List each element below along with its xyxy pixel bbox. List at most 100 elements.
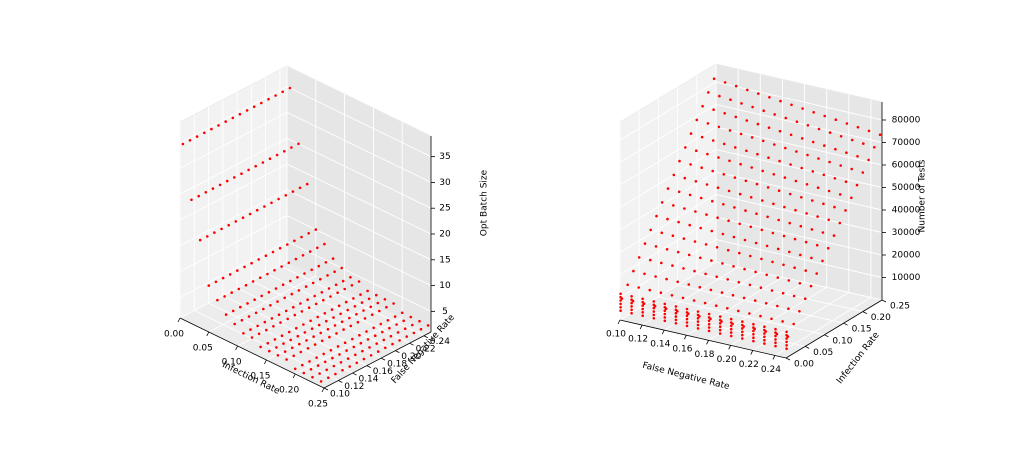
data-point <box>336 345 340 348</box>
data-point <box>323 242 326 246</box>
data-point <box>240 172 243 175</box>
data-point <box>290 292 294 296</box>
data-point <box>276 300 279 303</box>
data-point <box>799 253 802 257</box>
data-point <box>785 333 788 337</box>
data-point <box>402 319 406 323</box>
gridline <box>179 111 432 183</box>
data-point <box>666 187 670 190</box>
data-point <box>352 297 355 300</box>
data-point <box>341 279 345 283</box>
data-point <box>867 129 871 133</box>
data-point <box>323 360 327 364</box>
data-point <box>319 277 322 281</box>
data-point <box>285 358 288 361</box>
false-negative-rate-tick <box>395 350 400 354</box>
data-point <box>195 135 199 138</box>
data-point <box>362 309 365 312</box>
data-point <box>288 86 292 90</box>
opt-batch-size-axis-label: Opt Batch Size <box>480 169 490 236</box>
data-point <box>340 320 344 324</box>
data-point <box>652 317 656 320</box>
data-point <box>694 180 698 183</box>
gridline <box>619 104 883 163</box>
data-point <box>230 291 233 294</box>
data-point <box>319 380 323 383</box>
data-point <box>699 256 702 260</box>
data-point <box>332 364 336 368</box>
data-point <box>757 92 760 95</box>
data-point <box>703 301 707 305</box>
data-point <box>298 186 302 190</box>
data-point <box>783 205 786 209</box>
data-point <box>349 276 352 279</box>
data-point <box>792 322 795 326</box>
data-point <box>254 311 258 315</box>
data-point <box>678 159 681 163</box>
data-point <box>403 327 407 331</box>
data-point <box>750 166 753 169</box>
data-point <box>265 328 268 332</box>
data-point <box>262 307 265 311</box>
data-point <box>665 248 669 251</box>
data-point <box>292 354 296 358</box>
data-point <box>336 291 339 295</box>
data-point <box>319 331 323 335</box>
data-point <box>741 323 744 327</box>
data-point <box>674 315 678 318</box>
data-point <box>826 246 830 250</box>
data-point <box>752 329 755 333</box>
data-point <box>674 305 678 308</box>
data-point <box>804 240 808 244</box>
number-of-tests-tick-label: 40000 <box>892 206 921 216</box>
data-point <box>718 322 722 325</box>
data-point <box>641 314 644 318</box>
data-point <box>327 376 330 380</box>
data-point <box>827 189 831 193</box>
data-point <box>249 328 252 331</box>
data-point <box>619 309 622 313</box>
data-point <box>652 306 656 310</box>
data-point <box>368 346 371 349</box>
data-point <box>308 250 312 253</box>
data-point <box>267 290 271 294</box>
data-point <box>707 312 711 316</box>
data-point <box>812 111 815 114</box>
false-negative-rate-tick <box>352 372 357 376</box>
data-point <box>332 316 335 319</box>
data-point <box>714 304 718 308</box>
data-point <box>806 153 809 157</box>
data-point <box>637 256 641 259</box>
data-point <box>619 299 622 302</box>
data-point <box>774 334 777 338</box>
data-point <box>705 213 708 216</box>
data-point <box>358 333 361 337</box>
data-point <box>286 317 290 321</box>
data-point <box>353 305 357 308</box>
data-point <box>712 108 715 111</box>
data-point <box>671 264 674 267</box>
data-point <box>400 311 404 315</box>
data-point <box>305 339 308 342</box>
data-point <box>785 347 788 351</box>
data-point <box>766 186 770 189</box>
data-point <box>704 272 707 276</box>
data-point <box>360 301 364 304</box>
data-point <box>670 294 674 297</box>
data-point <box>779 99 782 103</box>
data-point <box>214 280 218 284</box>
data-point <box>718 332 722 335</box>
data-point <box>765 244 769 248</box>
number-of-tests-tick-label: 60000 <box>892 161 921 171</box>
data-point <box>739 132 743 136</box>
data-point <box>774 327 777 331</box>
data-point <box>295 326 298 330</box>
data-point <box>343 287 347 291</box>
data-point <box>763 332 766 335</box>
data-point <box>663 316 667 319</box>
data-point <box>687 283 691 286</box>
data-point <box>391 342 394 346</box>
opt-batch-size-tick-label: 25 <box>439 204 450 214</box>
data-point <box>296 276 299 279</box>
data-point <box>275 153 279 157</box>
